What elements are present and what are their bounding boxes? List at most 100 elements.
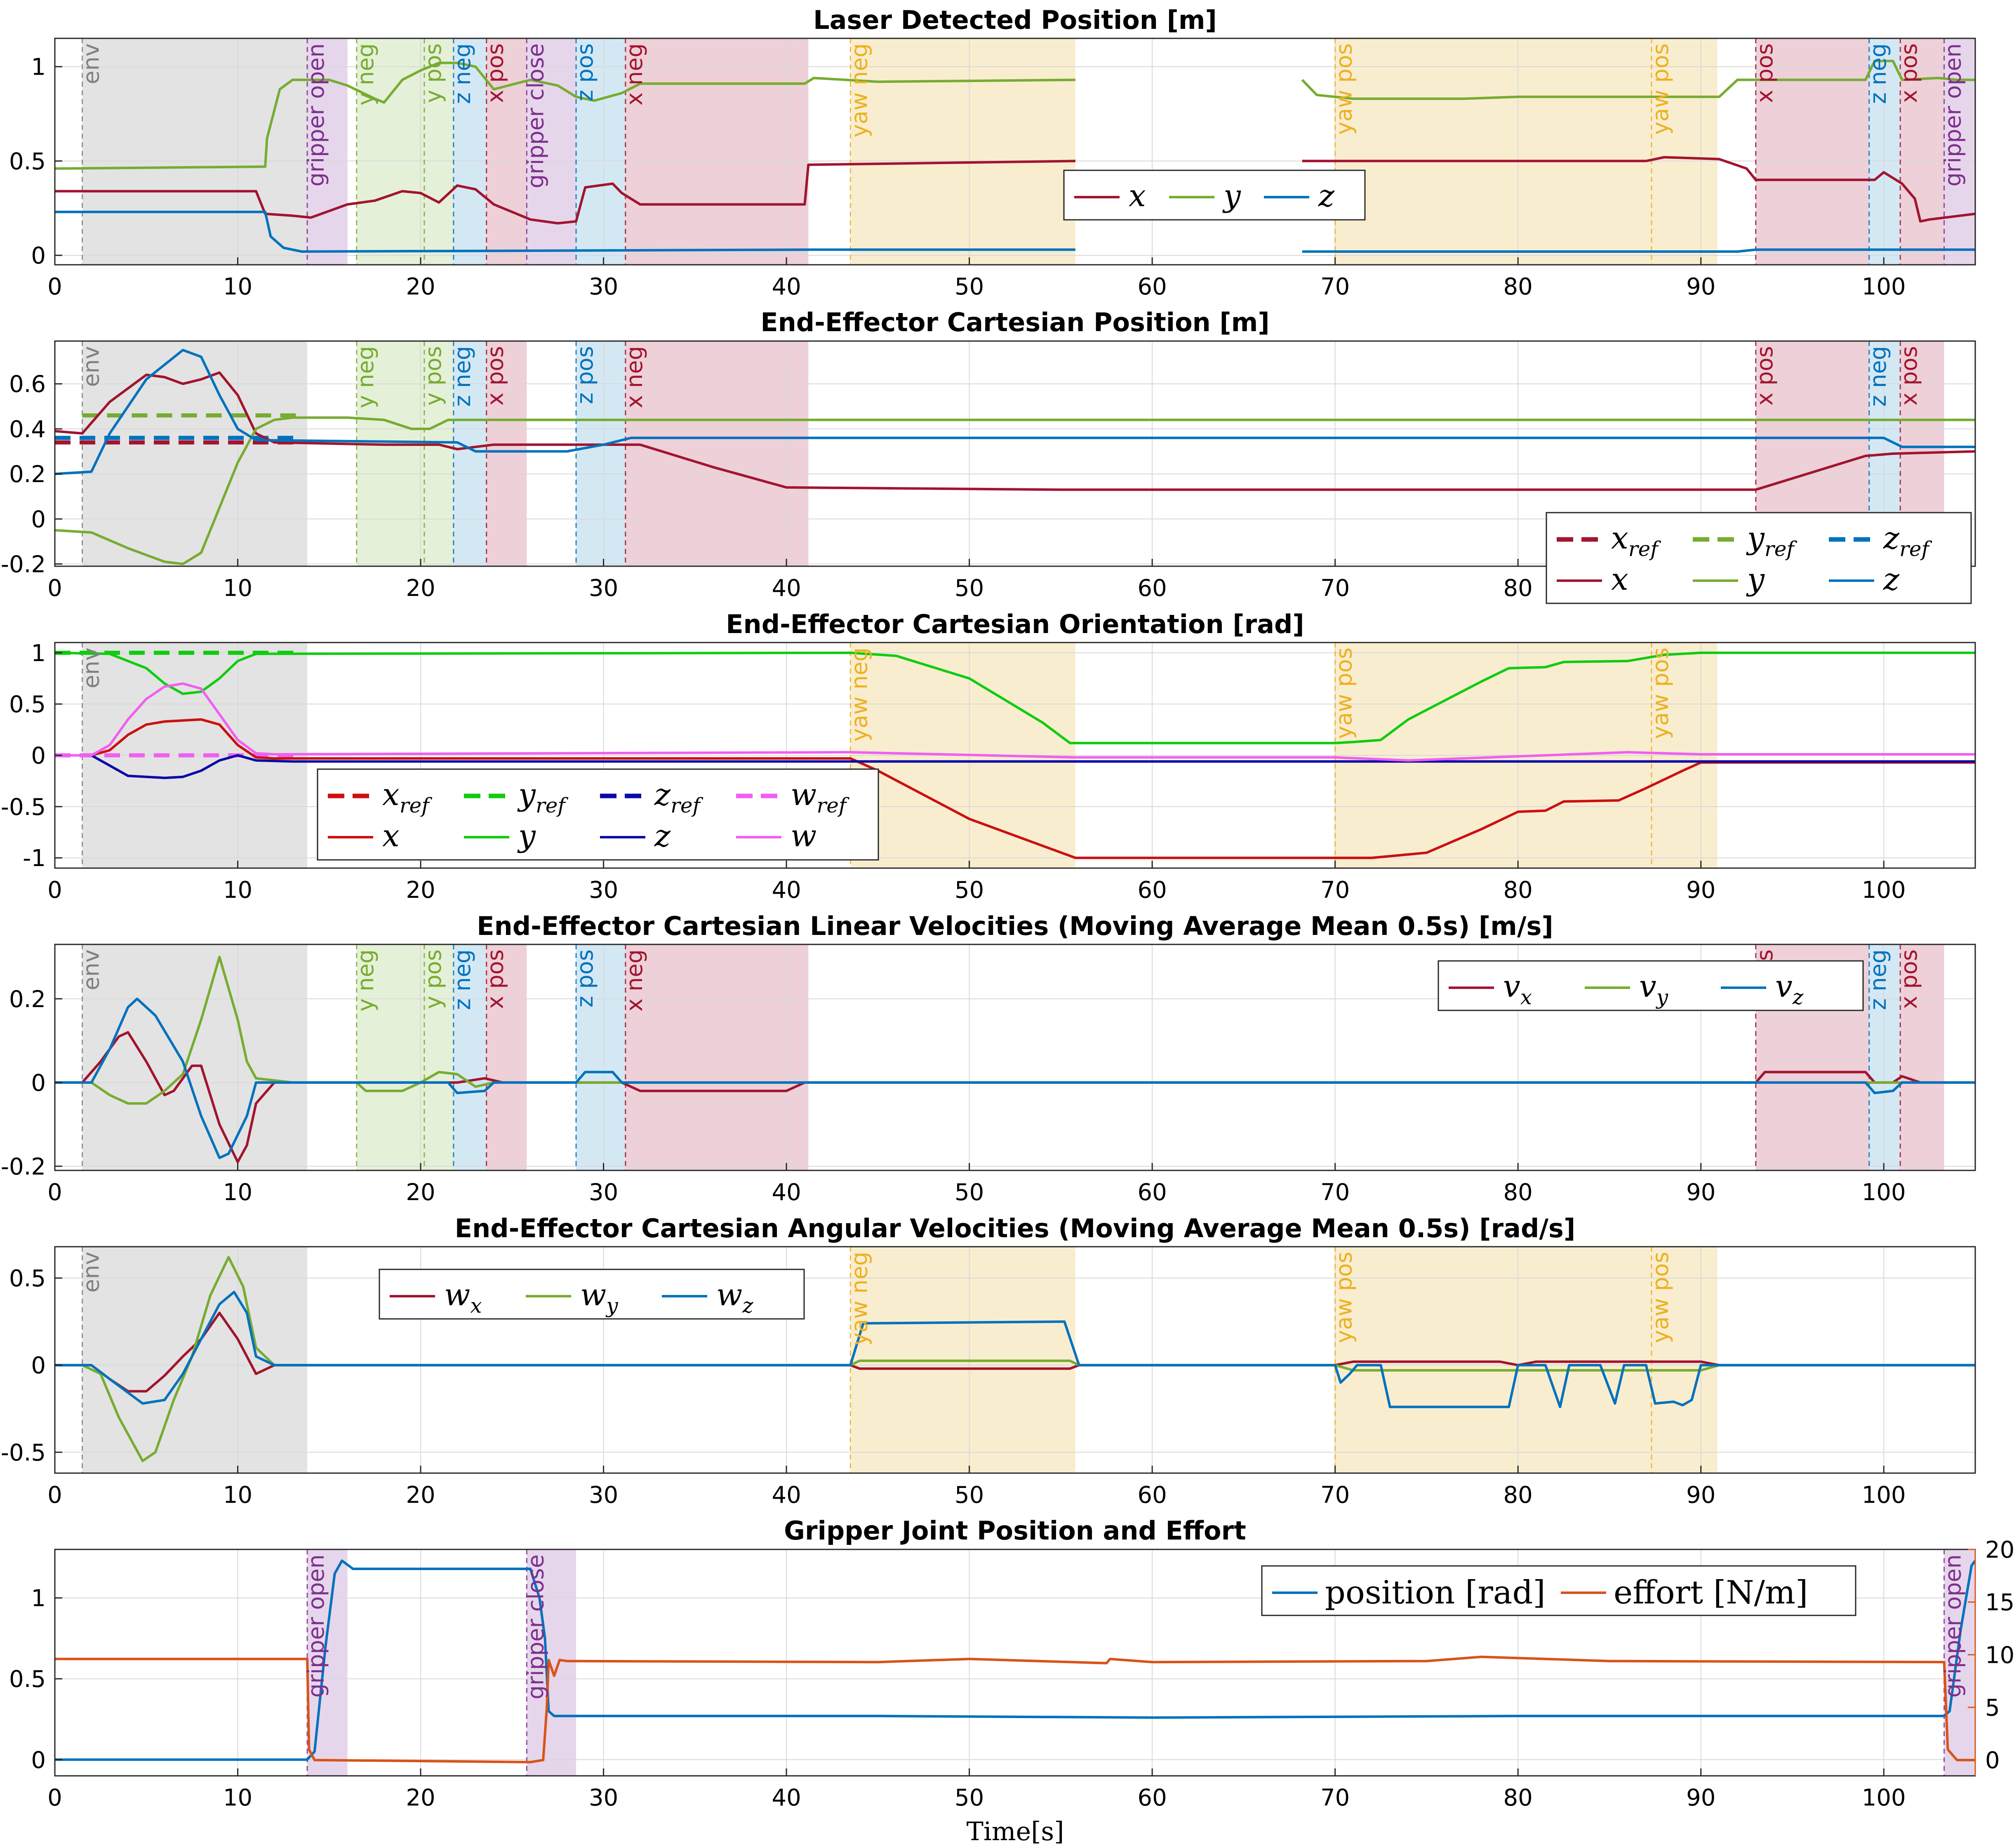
series-line-z bbox=[55, 754, 1975, 779]
y-tick-label: 0.5 bbox=[9, 1666, 46, 1693]
event-shade bbox=[82, 1247, 308, 1473]
legend-subscript: ref bbox=[816, 793, 849, 817]
series-line-z bbox=[1302, 248, 1975, 253]
series-group bbox=[55, 1559, 1975, 1763]
y-tick-label: 0.5 bbox=[9, 1265, 46, 1292]
y-tick-label: 0.2 bbox=[9, 986, 46, 1013]
axes-frame bbox=[54, 944, 1976, 1171]
event-label: gripper close bbox=[522, 1554, 548, 1700]
x-tick-label: 30 bbox=[589, 575, 618, 602]
event-shade bbox=[1335, 1247, 1652, 1473]
event-shade bbox=[1900, 38, 1944, 265]
axes-frame bbox=[54, 38, 1976, 266]
event-label: x neg bbox=[621, 346, 647, 408]
event-label: yaw pos bbox=[1647, 43, 1673, 135]
legend-subscript: x bbox=[1520, 985, 1532, 1009]
legend-subscript: ref bbox=[671, 793, 703, 817]
series-line-x bbox=[1302, 156, 1975, 223]
y-tick-label: 1 bbox=[31, 640, 46, 667]
legend-subscript: ref bbox=[1899, 537, 1932, 561]
y-tick-label: -0.2 bbox=[1, 551, 46, 578]
legend-subscript: ref bbox=[400, 793, 432, 817]
event-label: yaw pos bbox=[1647, 1252, 1673, 1343]
event-shade bbox=[307, 38, 348, 265]
x-tick-label: 60 bbox=[1138, 1784, 1167, 1811]
event-label: yaw pos bbox=[1331, 1252, 1357, 1343]
legend: x y z bbox=[1063, 169, 1366, 221]
legend-label: position [rad] bbox=[1325, 1574, 1546, 1611]
panel-title: End-Effector Cartesian Linear Velocities… bbox=[477, 911, 1553, 941]
x-tick-label: 70 bbox=[1320, 1179, 1350, 1206]
legend-subscript: z bbox=[742, 1294, 753, 1318]
legend-box bbox=[1438, 960, 1864, 1011]
series-line-y bbox=[1301, 59, 1975, 100]
panel-title: Gripper Joint Position and Effort bbox=[784, 1516, 1246, 1546]
x-tick-label: 100 bbox=[1862, 1179, 1906, 1206]
y-tick-label: 0 bbox=[31, 506, 46, 533]
event-label: x pos bbox=[482, 346, 508, 406]
panel-p2: env y neg y pos z neg x pos z pos x neg x pos z … bbox=[1, 307, 1976, 604]
event-shade bbox=[82, 944, 308, 1170]
legend-label: wz bbox=[716, 1277, 753, 1318]
legend-subscript: y bbox=[1656, 985, 1668, 1009]
event-label: yaw neg bbox=[846, 43, 872, 137]
x-tick-label: 50 bbox=[955, 1179, 984, 1206]
y-tick-label: 1 bbox=[31, 1585, 46, 1612]
series-group bbox=[55, 956, 1975, 1163]
y-tick-label: 0.6 bbox=[9, 371, 46, 398]
event-label: x pos bbox=[1896, 43, 1922, 103]
x-tick-label: 100 bbox=[1862, 1482, 1906, 1509]
legend-subscript: ref bbox=[1628, 537, 1661, 561]
event-shade bbox=[1944, 38, 1975, 265]
x-tick-label: 50 bbox=[955, 575, 984, 602]
x-tick-label: 70 bbox=[1320, 1482, 1350, 1509]
y-tick-label: 0 bbox=[31, 242, 46, 269]
event-label: z neg bbox=[449, 346, 475, 407]
y2-tick-label: 15 bbox=[1985, 1589, 2014, 1616]
event-shade bbox=[82, 38, 308, 265]
x-tick-label: 50 bbox=[955, 877, 984, 904]
event-label: env bbox=[78, 346, 104, 387]
x-tick-label: 100 bbox=[1862, 877, 1906, 904]
event-label: z neg bbox=[449, 949, 475, 1010]
series-group bbox=[55, 59, 1975, 253]
y-tick-label: 0 bbox=[31, 1352, 46, 1379]
panel-title: End-Effector Cartesian Orientation [rad] bbox=[726, 609, 1304, 639]
x-tick-label: 90 bbox=[1686, 1784, 1715, 1811]
x-tick-label: 60 bbox=[1138, 575, 1167, 602]
y-tick-label: 0.5 bbox=[9, 691, 46, 718]
event-shade bbox=[453, 38, 487, 265]
x-tick-label: 0 bbox=[47, 1179, 62, 1206]
event-shade bbox=[424, 38, 454, 265]
legend-label: z bbox=[654, 818, 671, 854]
x-tick-label: 50 bbox=[955, 1482, 984, 1509]
event-shade bbox=[1869, 38, 1901, 265]
y2-tick-label: 10 bbox=[1985, 1642, 2014, 1669]
x-axis-label: Time[s] bbox=[967, 1816, 1064, 1846]
legend: position [rad] effort [N/m] bbox=[1261, 1565, 1856, 1616]
x-tick-label: 0 bbox=[47, 575, 62, 602]
legend-label: z bbox=[1883, 562, 1900, 597]
y2-tick-label: 5 bbox=[1985, 1695, 2000, 1721]
axes-frame bbox=[54, 340, 1976, 567]
event-label: x neg bbox=[621, 43, 647, 106]
panels: env gripper open y neg y pos z neg x pos gripp… bbox=[1, 5, 2014, 1811]
event-label: y pos bbox=[420, 949, 446, 1009]
event-label: env bbox=[78, 647, 104, 688]
event-shade bbox=[356, 341, 424, 566]
event-label: z pos bbox=[572, 346, 598, 404]
event-shade bbox=[625, 341, 809, 566]
series-line-vy bbox=[55, 956, 1975, 1105]
panel-p5: env yaw neg yaw pos yaw pos 0 10 20 30 40 50 60 70 8… bbox=[1, 1213, 1976, 1509]
x-tick-label: 30 bbox=[589, 1784, 618, 1811]
series-line-position bbox=[55, 1559, 1975, 1761]
event-shade bbox=[625, 944, 809, 1170]
y-tick-label: 0.2 bbox=[9, 461, 46, 488]
series-line-x bbox=[55, 160, 1075, 225]
x-tick-label: 40 bbox=[772, 273, 801, 300]
x-tick-label: 20 bbox=[406, 575, 435, 602]
event-shade bbox=[576, 944, 626, 1170]
event-shade bbox=[424, 944, 454, 1170]
